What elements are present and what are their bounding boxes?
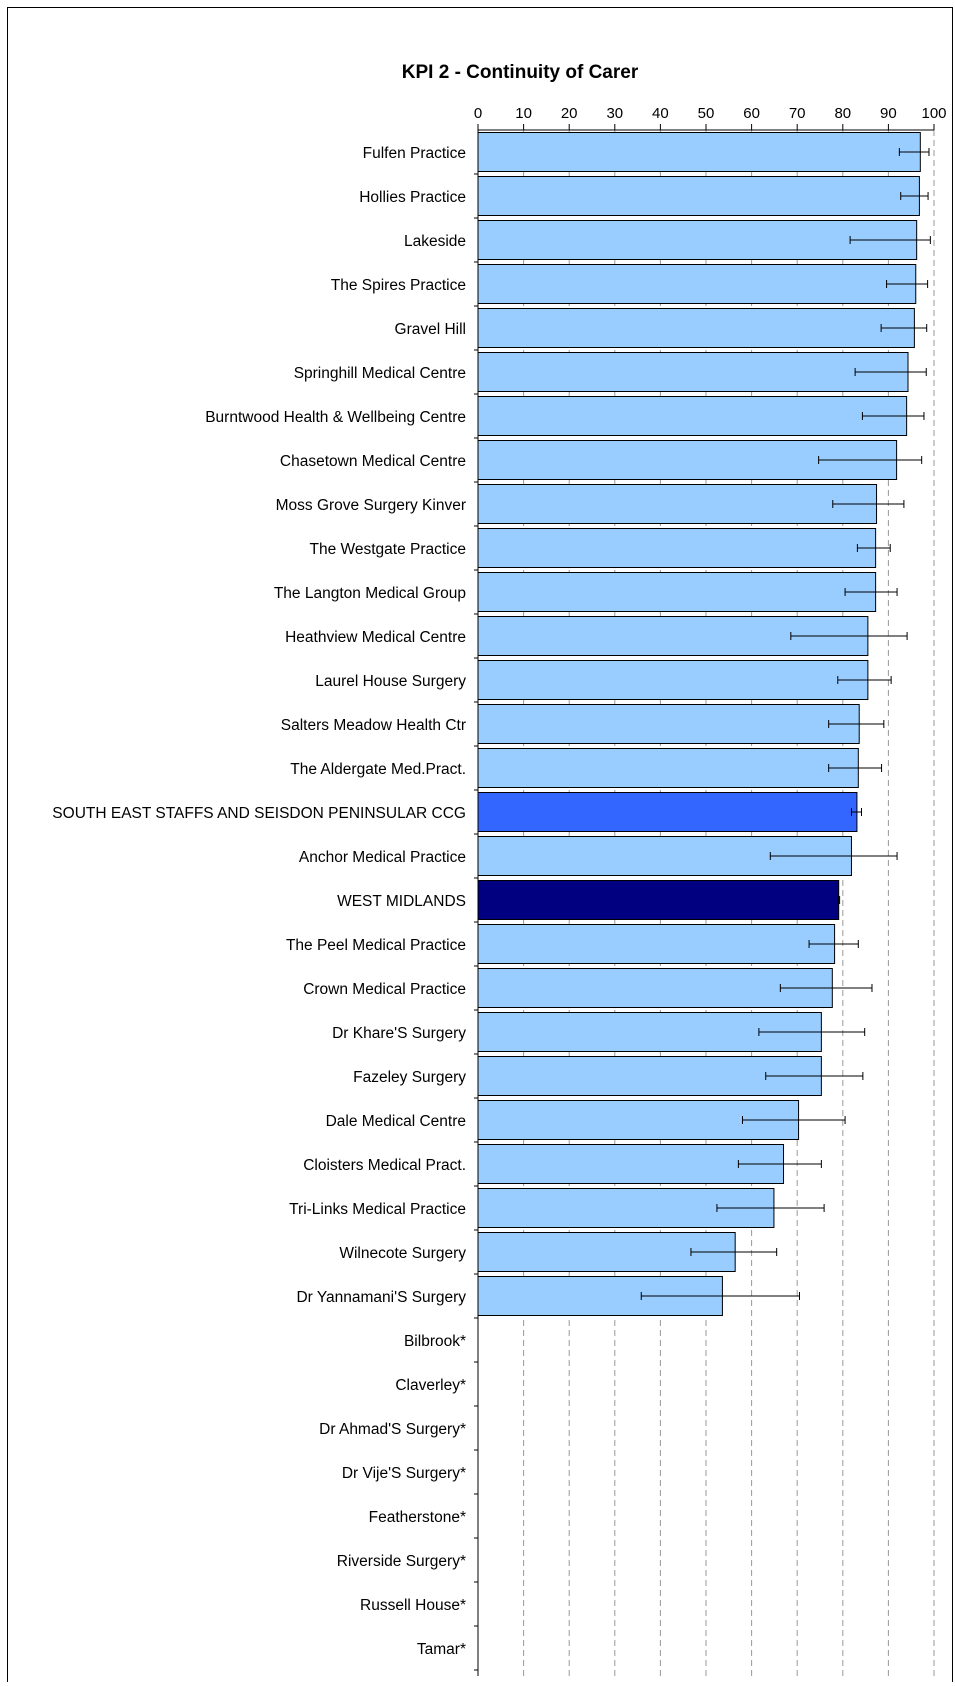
bar: [477, 748, 859, 788]
bar: [477, 660, 869, 700]
category-label: Crown Medical Practice: [303, 981, 466, 998]
bar: [477, 396, 908, 436]
category-label: Springhill Medical Centre: [294, 365, 466, 382]
category-label: The Spires Practice: [331, 277, 466, 294]
category-label: Laurel House Surgery: [315, 673, 466, 690]
bar: [477, 572, 877, 612]
category-label: Wilnecote Surgery: [339, 1245, 466, 1262]
x-tick-label: 10: [515, 105, 532, 122]
bar: [477, 924, 836, 964]
category-labels: Fulfen Practice Hollies Practice Lakeside T…: [52, 145, 466, 1658]
bar: [477, 220, 918, 260]
category-label: The Langton Medical Group: [274, 585, 466, 602]
chart-title: KPI 2 - Continuity of Carer: [402, 62, 639, 83]
category-label: Chasetown Medical Centre: [280, 453, 466, 470]
x-tick-label: 90: [880, 105, 897, 122]
x-tick-label: 30: [606, 105, 623, 122]
x-tick-label: 60: [743, 105, 760, 122]
bar: [477, 704, 860, 744]
bar: [477, 792, 858, 832]
x-tick-label: 20: [561, 105, 578, 122]
category-label: Gravel Hill: [395, 321, 466, 338]
category-label: Moss Grove Surgery Kinver: [276, 497, 466, 514]
bar: [477, 352, 909, 392]
x-axis: 0 10 20 30 40 50 60 70 80 90 100: [474, 105, 947, 1676]
category-label: Dr Khare'S Surgery: [332, 1025, 466, 1042]
category-label: Dr Vije'S Surgery*: [342, 1465, 466, 1482]
category-label: WEST MIDLANDS: [337, 893, 466, 910]
category-label: Fulfen Practice: [363, 145, 466, 162]
error-bars: [640, 148, 931, 1300]
x-tick-label: 80: [834, 105, 851, 122]
x-tick-label: 100: [921, 105, 946, 122]
category-label: Tri-Links Medical Practice: [289, 1201, 466, 1218]
category-label: Burntwood Health & Wellbeing Centre: [205, 409, 466, 426]
category-label: Russell House*: [360, 1597, 466, 1614]
category-label: Featherstone*: [369, 1509, 466, 1526]
category-label: Cloisters Medical Pract.: [303, 1157, 466, 1174]
category-label: Heathview Medical Centre: [285, 629, 466, 646]
category-label: The Westgate Practice: [309, 541, 466, 558]
category-label: Riverside Surgery*: [337, 1553, 466, 1570]
x-tick-label: 0: [474, 105, 482, 122]
bar: [477, 880, 840, 920]
category-label: Lakeside: [404, 233, 466, 250]
category-label: Salters Meadow Health Ctr: [281, 717, 466, 734]
category-label: Claverley*: [395, 1377, 466, 1394]
x-tick-label: 50: [698, 105, 715, 122]
category-label: Dale Medical Centre: [326, 1113, 466, 1130]
category-label: SOUTH EAST STAFFS AND SEISDON PENINSULAR…: [52, 805, 466, 822]
bar: [477, 1144, 785, 1184]
category-label: Bilbrook*: [404, 1333, 466, 1350]
x-tick-label: 40: [652, 105, 669, 122]
category-label: Dr Yannamani'S Surgery: [296, 1289, 466, 1306]
category-label: Dr Ahmad'S Surgery*: [319, 1421, 466, 1438]
x-tick-label: 70: [789, 105, 806, 122]
bar: [477, 968, 833, 1008]
category-label: Tamar*: [417, 1641, 466, 1658]
category-label: Hollies Practice: [359, 189, 466, 206]
bar: [477, 1056, 822, 1096]
bar: [477, 308, 915, 348]
category-label: Fazeley Surgery: [353, 1069, 466, 1086]
bar: [477, 528, 877, 568]
bar: [477, 132, 921, 172]
bar: [477, 176, 920, 216]
bar: [477, 264, 917, 304]
chart-frame: [7, 7, 953, 1687]
category-label: The Peel Medical Practice: [286, 937, 466, 954]
category-label: Anchor Medical Practice: [299, 849, 466, 866]
bar: [477, 484, 878, 524]
category-label: The Aldergate Med.Pract.: [290, 761, 466, 778]
